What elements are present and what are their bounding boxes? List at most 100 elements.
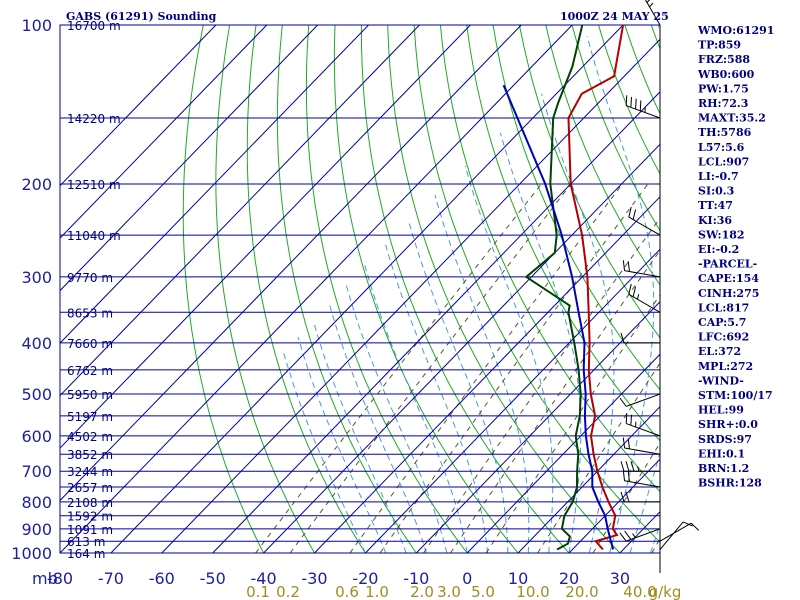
height-label: 8653 m xyxy=(67,306,113,320)
moist-adiabat-line xyxy=(408,220,509,553)
height-label: 2108 m xyxy=(67,496,113,510)
wind-barb-staff xyxy=(628,293,661,313)
wind-barb xyxy=(619,393,661,407)
wind-barb-feather xyxy=(646,0,651,3)
wind-barb-feather xyxy=(622,260,626,271)
dry-adiabat-line xyxy=(360,25,570,553)
pressure-unit-label: mb xyxy=(32,569,58,588)
wind-barb-staff xyxy=(644,0,661,26)
wind-barb xyxy=(619,528,661,542)
moist-adiabat-line xyxy=(328,302,427,553)
isotherm-line xyxy=(263,143,660,553)
index-line: L57:5.6 xyxy=(698,141,745,154)
wind-barb xyxy=(659,521,693,550)
temperature-tick-label: -70 xyxy=(98,569,124,588)
temperature-tick-label: -10 xyxy=(403,569,429,588)
temperature-tick-label: -20 xyxy=(352,569,378,588)
wind-barb-staff xyxy=(626,423,661,437)
wind-barb-feather xyxy=(620,461,625,472)
index-line: BRN:1.2 xyxy=(698,462,749,475)
height-label: 4502 m xyxy=(67,430,113,444)
index-line: CINH:275 xyxy=(698,287,759,300)
mixing-ratio-label: 20.0 xyxy=(565,583,598,600)
pressure-tick-label: 1000 xyxy=(11,544,52,563)
moist-adiabat-line xyxy=(434,194,530,553)
wind-barb xyxy=(659,522,700,542)
wind-barb-staff xyxy=(626,528,661,542)
wind-barb-feather xyxy=(637,466,640,472)
moist-adiabat-line xyxy=(297,336,387,553)
height-label: 5950 m xyxy=(67,388,113,402)
wind-barb-feather xyxy=(622,470,626,481)
index-line: CAP:5.7 xyxy=(698,316,746,329)
index-line: SW:182 xyxy=(698,228,745,241)
mixing-ratio-labels: 0.1 0.2 0.6 1.0 2.0 3.0 5.0 10.0 20.0 40.0g/kg xyxy=(246,583,681,600)
moist-adiabats xyxy=(282,25,660,553)
temperature-labels: -80 -70 -60 -50 -40 -30 -20 -10 0 10 20 30 xyxy=(47,569,630,588)
index-line: LFC:692 xyxy=(698,331,749,344)
temperature-tick-label: -40 xyxy=(251,569,277,588)
index-line: TH:5786 xyxy=(698,126,752,139)
wind-barb-feather xyxy=(625,95,628,106)
mixing-ratio-line xyxy=(255,183,542,553)
station-title: GABS (61291) Sounding xyxy=(66,10,217,23)
index-line: EI:-0.2 xyxy=(698,243,739,256)
wind-barb-feather xyxy=(690,522,700,531)
height-label: 11040 m xyxy=(67,229,121,243)
isotherm-line xyxy=(60,25,522,502)
wind-barb-feather xyxy=(628,206,632,218)
mixing-ratio-label: 40.0 xyxy=(623,583,656,600)
isotherm-line xyxy=(212,91,660,553)
wind-barb-feather xyxy=(649,2,654,8)
mixing-ratio-label: 5.0 xyxy=(471,583,495,600)
mixing-ratio-label: 2.0 xyxy=(410,583,434,600)
height-label: 164 m xyxy=(67,547,105,561)
height-label: 6762 m xyxy=(67,364,113,378)
temperature-tick-label: 0 xyxy=(462,569,472,588)
obs-time: 1000Z 24 MAY 25 xyxy=(560,10,669,23)
wind-barb xyxy=(620,491,660,503)
wind-barb xyxy=(625,95,661,119)
mixing-ratio-label: 3.0 xyxy=(437,583,461,600)
temperature-tick-label: 20 xyxy=(559,569,579,588)
index-line: HEL:99 xyxy=(698,404,744,417)
temperature-tick-label: -60 xyxy=(149,569,175,588)
pressure-tick-label: 900 xyxy=(21,520,52,539)
height-label: 613 m xyxy=(67,535,105,549)
isotherm-line xyxy=(161,38,660,553)
index-line: LCL:817 xyxy=(698,301,749,314)
wind-barb-staff xyxy=(659,522,692,542)
moist-adiabat-line xyxy=(345,284,448,553)
pressure-tick-label: 500 xyxy=(21,385,52,404)
dry-adiabat-line xyxy=(571,25,660,232)
isotherms xyxy=(60,25,660,553)
height-label: 14220 m xyxy=(67,112,121,126)
wind-barb-staff xyxy=(626,105,661,119)
wind-barb-feather xyxy=(627,438,630,449)
wind-barb-feather xyxy=(627,261,630,272)
isotherm-line xyxy=(466,353,660,553)
dry-adiabat-line xyxy=(783,25,800,553)
mixing-ratio-label: 1.0 xyxy=(365,583,389,600)
height-label: 1091 m xyxy=(67,523,113,537)
wind-barb xyxy=(622,470,661,488)
wind-barb-feather xyxy=(632,533,636,539)
mixing-ratio-label: 10.0 xyxy=(516,583,549,600)
wind-barb xyxy=(625,413,661,437)
height-label: 3244 m xyxy=(67,465,113,479)
wind-barb-feather xyxy=(624,530,632,540)
height-label: 7660 m xyxy=(67,337,113,351)
temperature-tick-label: 30 xyxy=(610,569,630,588)
isotherm-line xyxy=(568,458,660,553)
moist-adiabat-line xyxy=(313,321,407,553)
index-line: TT:47 xyxy=(698,199,733,212)
dry-adiabat-line xyxy=(757,25,800,553)
wind-barb xyxy=(628,206,661,236)
wind-barb-feather xyxy=(682,521,693,527)
isotherm-line xyxy=(314,196,660,553)
wind-barb-feather xyxy=(619,397,627,407)
index-line: EL:372 xyxy=(698,345,741,358)
wind-barb-feather xyxy=(630,414,632,426)
isotherm-line xyxy=(60,25,268,239)
